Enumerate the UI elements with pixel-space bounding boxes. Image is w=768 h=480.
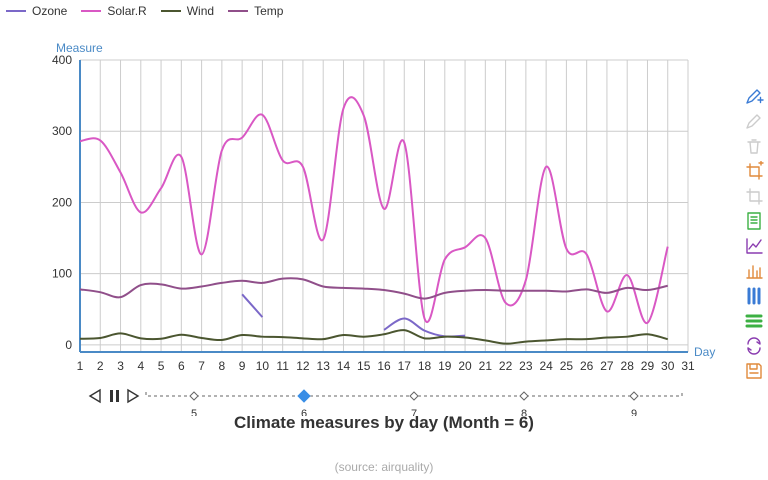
x-tick-label: 30 — [661, 359, 675, 373]
crop-add-icon[interactable] — [744, 161, 764, 181]
stack-horizontal-icon[interactable] — [744, 311, 764, 331]
x-tick-label: 2 — [97, 359, 104, 373]
legend-label-temp: Temp — [254, 4, 284, 18]
y-tick-label: 200 — [52, 195, 72, 209]
x-tick-label: 22 — [499, 359, 513, 373]
series-line-ozone — [241, 293, 264, 318]
data-view-icon[interactable] — [744, 211, 764, 231]
timeline-point[interactable] — [519, 391, 529, 401]
x-tick-label: 19 — [438, 359, 452, 373]
timeline-label: 9 — [631, 408, 637, 416]
trash-icon[interactable] — [744, 136, 764, 156]
y-tick-label: 0 — [65, 338, 72, 352]
x-tick-label: 6 — [178, 359, 185, 373]
y-tick-label: 400 — [52, 53, 72, 67]
prev-icon[interactable] — [88, 388, 101, 404]
x-tick-label: 29 — [641, 359, 655, 373]
series-line-solar-r — [79, 96, 669, 324]
y-tick-label: 100 — [52, 267, 72, 281]
x-tick-label: 9 — [239, 359, 246, 373]
y-axis-label: Measure — [56, 41, 103, 55]
chart-title: Climate measures by day (Month = 6) — [234, 413, 534, 432]
x-tick-label: 23 — [519, 359, 533, 373]
legend-swatch-solar-r — [81, 10, 102, 12]
timeline-label: 5 — [191, 408, 197, 416]
timeline-point[interactable] — [189, 391, 199, 401]
line-chart-icon[interactable] — [744, 236, 764, 256]
legend-item-wind[interactable]: Wind — [160, 4, 215, 18]
legend-swatch-temp — [228, 10, 249, 12]
timeline-label: 8 — [521, 408, 527, 416]
timeline-point[interactable] — [629, 391, 639, 401]
legend-label-solar-r: Solar.R — [107, 4, 147, 18]
timeline: 5 6 7 8 9 — [86, 386, 690, 420]
x-tick-label: 17 — [398, 359, 412, 373]
save-icon[interactable] — [744, 361, 764, 381]
x-axis-label: Day — [694, 345, 715, 359]
x-tick-label: 18 — [418, 359, 432, 373]
legend-item-temp[interactable]: Temp — [228, 4, 283, 18]
toolbox — [744, 86, 766, 386]
timeline-label: 7 — [411, 408, 417, 416]
x-tick-label: 8 — [219, 359, 226, 373]
legend-swatch-ozone — [6, 10, 26, 12]
timeline-point[interactable] — [409, 391, 419, 401]
timeline-canvas: 5 6 7 8 9 — [88, 388, 683, 420]
legend-item-solar-r[interactable]: Solar.R — [81, 4, 147, 18]
bar-chart-icon[interactable] — [744, 261, 764, 281]
x-tick-label: 14 — [337, 359, 351, 373]
refresh-icon[interactable] — [744, 336, 764, 356]
pause-icon[interactable] — [110, 390, 119, 402]
next-icon[interactable] — [127, 388, 140, 404]
x-tick-label: 11 — [276, 359, 289, 373]
y-tick-label: 300 — [52, 124, 72, 138]
chart-subtitle: (source: airquality) — [334, 460, 434, 474]
legend-label-wind: Wind — [186, 4, 215, 18]
x-tick-label: 20 — [458, 359, 472, 373]
x-tick-label: 13 — [317, 359, 331, 373]
stack-vertical-icon[interactable] — [744, 286, 764, 306]
x-tick-label: 16 — [377, 359, 391, 373]
timeline-current-point[interactable] — [297, 389, 311, 403]
x-tick-label: 21 — [479, 359, 493, 373]
legend-swatch-wind — [160, 10, 181, 12]
x-tick-label: 12 — [296, 359, 310, 373]
x-tick-label: 15 — [357, 359, 371, 373]
pencil-plus-icon[interactable] — [744, 86, 764, 106]
crop-icon[interactable] — [744, 186, 764, 206]
x-tick-label: 27 — [600, 359, 614, 373]
x-tick-label: 7 — [198, 359, 205, 373]
series-line-temp — [79, 277, 668, 300]
timeline-label: 6 — [301, 408, 307, 416]
x-tick-label: 26 — [580, 359, 594, 373]
series-line-wind — [79, 329, 668, 345]
legend-item-ozone[interactable]: Ozone — [6, 4, 67, 18]
x-tick-label: 28 — [621, 359, 635, 373]
x-tick-label: 1 — [77, 359, 84, 373]
x-tick-label: 25 — [560, 359, 574, 373]
legend-label-ozone: Ozone — [32, 4, 68, 18]
x-tick-label: 10 — [256, 359, 270, 373]
legend: Ozone Solar.R Wind Temp — [6, 4, 283, 18]
x-tick-label: 31 — [681, 359, 695, 373]
x-tick-label: 4 — [137, 359, 144, 373]
pencil-icon[interactable] — [744, 111, 764, 131]
x-tick-label: 3 — [117, 359, 124, 373]
x-tick-label: 5 — [158, 359, 165, 373]
x-tick-label: 24 — [539, 359, 553, 373]
